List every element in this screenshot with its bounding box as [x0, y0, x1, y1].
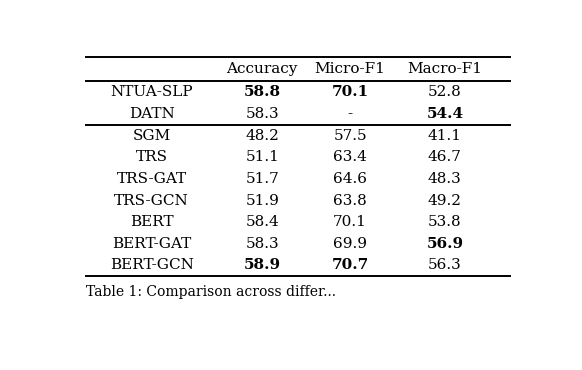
Text: 53.8: 53.8: [428, 215, 462, 229]
Text: 52.8: 52.8: [428, 85, 462, 99]
Text: 70.1: 70.1: [332, 85, 369, 99]
Text: 51.1: 51.1: [245, 150, 279, 164]
Text: 57.5: 57.5: [333, 128, 367, 142]
Text: 70.7: 70.7: [332, 259, 369, 272]
Text: 64.6: 64.6: [333, 172, 367, 186]
Text: Table 1: Comparison across differ...: Table 1: Comparison across differ...: [86, 285, 336, 299]
Text: NTUA-SLP: NTUA-SLP: [111, 85, 193, 99]
Text: 54.4: 54.4: [426, 107, 463, 121]
Text: 51.9: 51.9: [245, 194, 279, 208]
Text: 41.1: 41.1: [428, 128, 462, 142]
Text: 56.3: 56.3: [428, 259, 462, 272]
Text: Macro-F1: Macro-F1: [407, 62, 482, 76]
Text: Accuracy: Accuracy: [226, 62, 298, 76]
Text: 58.4: 58.4: [246, 215, 279, 229]
Text: TRS: TRS: [136, 150, 168, 164]
Text: 63.8: 63.8: [333, 194, 367, 208]
Text: BERT: BERT: [130, 215, 173, 229]
Text: 51.7: 51.7: [246, 172, 279, 186]
Text: 58.3: 58.3: [246, 237, 279, 251]
Text: 69.9: 69.9: [333, 237, 367, 251]
Text: DATN: DATN: [129, 107, 175, 121]
Text: 46.7: 46.7: [428, 150, 462, 164]
Text: 58.3: 58.3: [246, 107, 279, 121]
Text: 70.1: 70.1: [333, 215, 367, 229]
Text: TRS-GAT: TRS-GAT: [116, 172, 187, 186]
Text: 58.8: 58.8: [244, 85, 281, 99]
Text: 63.4: 63.4: [333, 150, 367, 164]
Text: 58.9: 58.9: [244, 259, 281, 272]
Text: 48.2: 48.2: [245, 128, 279, 142]
Text: TRS-GCN: TRS-GCN: [114, 194, 189, 208]
Text: Micro-F1: Micro-F1: [315, 62, 386, 76]
Text: 49.2: 49.2: [428, 194, 462, 208]
Text: 56.9: 56.9: [426, 237, 463, 251]
Text: -: -: [347, 107, 353, 121]
Text: SGM: SGM: [133, 128, 171, 142]
Text: BERT-GCN: BERT-GCN: [110, 259, 194, 272]
Text: BERT-GAT: BERT-GAT: [112, 237, 191, 251]
Text: 48.3: 48.3: [428, 172, 462, 186]
